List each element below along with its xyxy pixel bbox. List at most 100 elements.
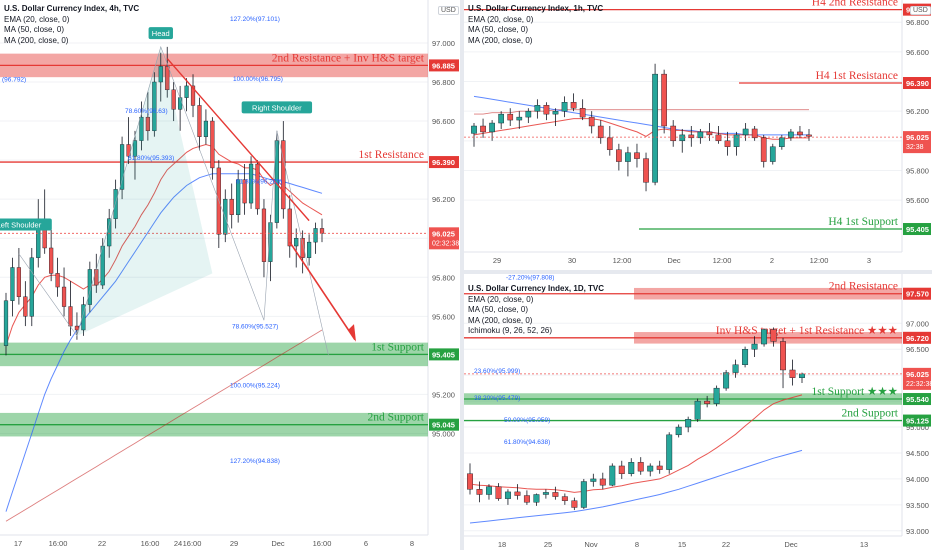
candle-body: [313, 228, 318, 243]
projection-arrow: [289, 241, 356, 341]
fib-label: 61.80%(96.265): [236, 178, 282, 185]
level-price-tag: [903, 331, 931, 344]
candle-body: [652, 73, 658, 183]
candle-body: [670, 125, 677, 142]
candle-body: [742, 128, 749, 136]
candle-body: [656, 465, 663, 470]
fib-label: 61.80%(95.393): [128, 155, 174, 162]
candle-body: [467, 473, 473, 490]
fib-label: (96.792): [2, 77, 26, 84]
chart-panel-4h: 95.00095.20095.40095.60095.80096.00096.2…: [0, 0, 460, 550]
candle-body: [724, 140, 731, 147]
y-tick-label: 95.200: [432, 390, 455, 399]
candle-body: [751, 343, 758, 350]
candle-body: [158, 66, 163, 83]
level-price-label: 96.390: [906, 79, 929, 88]
candle-body: [580, 481, 587, 508]
support-label: H4 1st Support: [828, 216, 898, 228]
support-label: 2nd Support: [367, 412, 424, 424]
x-tick-label: 2: [770, 256, 774, 265]
legend-ma50: MA (50, close, 0): [4, 25, 65, 34]
ma50-line: [473, 95, 809, 136]
candle-body: [733, 134, 740, 147]
candle-body: [287, 208, 292, 247]
candle-body: [242, 179, 247, 204]
candle-body: [732, 364, 739, 373]
candle-body: [628, 462, 635, 474]
resistance-label: H4 2nd Resistance: [812, 0, 898, 9]
y-tick-label: 96.600: [906, 48, 929, 57]
fib-label: -27.20%(97.808): [506, 274, 554, 281]
support-label: 2nd Support: [841, 408, 898, 420]
fib-label: 78.60%(96.63): [125, 108, 168, 115]
candle-body: [571, 500, 578, 508]
candle-body: [543, 105, 550, 115]
current-price-tag: [903, 131, 931, 154]
candle-body: [178, 97, 183, 110]
y-tick-label: 94.500: [906, 449, 929, 458]
candle-body: [184, 85, 189, 98]
y-tick-label: 96.800: [432, 78, 455, 87]
legend-ma50: MA (50, close, 0): [468, 25, 529, 34]
candle-body: [495, 486, 502, 499]
level-price-label: 97.570: [906, 290, 929, 299]
candle-body: [647, 465, 654, 472]
candle-body: [480, 125, 486, 133]
legend-ema: EMA (20, close, 0): [4, 14, 70, 24]
x-tick-label: 13: [860, 540, 868, 549]
current-price-label: 96.025: [906, 133, 929, 142]
ema-line: [473, 118, 809, 140]
x-tick-label: 18: [498, 540, 506, 549]
currency-badge[interactable]: USD: [438, 6, 459, 15]
candle-body: [107, 218, 112, 247]
fib-label: 100.00%(95.224): [230, 383, 280, 390]
candle-body: [788, 131, 794, 139]
candle-body: [307, 241, 312, 258]
panel-divider-h[interactable]: [464, 270, 932, 274]
candle-body: [799, 373, 805, 378]
current-price-tag: [429, 227, 459, 250]
x-tick-label: 8: [410, 539, 414, 548]
ma50-line: [5, 173, 323, 512]
legend-ema: EMA (20, close, 0): [468, 294, 534, 304]
x-tick-label: 16:00: [183, 539, 202, 548]
candle-body: [319, 228, 325, 234]
level-price-tag: [903, 414, 931, 427]
y-tick-label: 96.200: [906, 107, 929, 116]
legend-ma200: MA (200, close, 0): [468, 315, 533, 325]
candle-body: [203, 120, 209, 137]
x-tick-label: Dec: [667, 256, 681, 265]
candle-body: [165, 66, 170, 91]
y-tick-label: 96.800: [906, 18, 929, 27]
candle-body: [685, 419, 692, 428]
x-tick-label: 24: [174, 539, 182, 548]
level-price-tag: [429, 156, 459, 169]
x-tick-label: 17: [14, 539, 22, 548]
y-tick-label: 95.800: [432, 273, 455, 282]
candle-body: [61, 286, 67, 307]
fib-label: 78.60%(95.527): [232, 324, 278, 331]
candle-body: [780, 341, 786, 371]
y-tick-label: 97.000: [432, 39, 455, 48]
candle-body: [552, 110, 559, 115]
x-tick-label: 8: [635, 540, 639, 549]
level-price-label: 95.125: [906, 417, 929, 426]
pattern-label-bg: [148, 27, 173, 40]
candle-body: [675, 426, 682, 436]
candle-body: [119, 144, 125, 190]
resistance-label: 1st Resistance: [359, 149, 424, 161]
candle-body: [281, 140, 286, 210]
legend-4h: U.S. Dollar Currency Index, 4h, TVC EMA …: [4, 4, 139, 46]
candle-body: [552, 492, 559, 497]
level-price-tag: [429, 348, 459, 361]
candle-body: [81, 304, 86, 331]
chart-4h-svg: 95.00095.20095.40095.60095.80096.00096.2…: [0, 0, 460, 550]
candle-body: [294, 238, 299, 247]
candle-body: [561, 102, 568, 112]
pattern-label-bg: [241, 101, 313, 114]
candle-body: [769, 146, 776, 162]
panel-divider[interactable]: [460, 0, 464, 550]
candle-body: [126, 144, 131, 157]
currency-badge[interactable]: USD: [910, 6, 931, 15]
fib-label: 61.80%(94.638): [504, 439, 550, 446]
